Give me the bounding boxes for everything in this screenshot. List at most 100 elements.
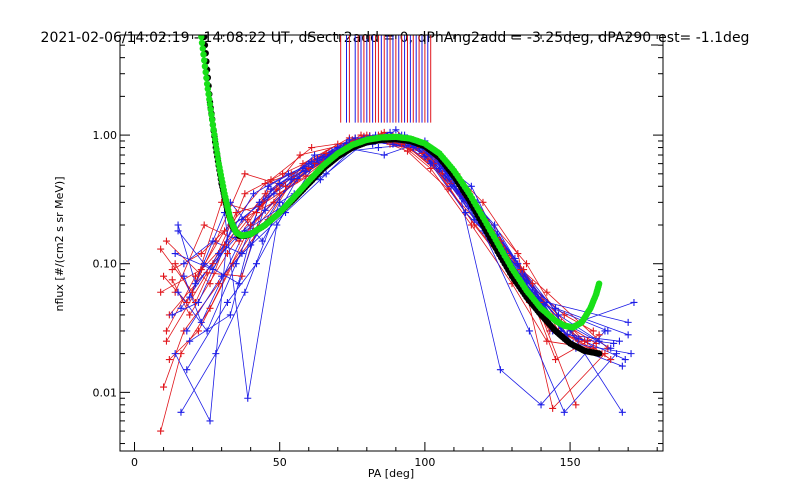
fit-dot-green-2-1 [210, 126, 217, 133]
point-blue-7-2 [235, 280, 243, 288]
fit-dot-green-0-6 [202, 69, 209, 76]
point-red-7-4 [308, 144, 316, 152]
point-blue-5-4 [299, 164, 307, 172]
x-tick-label-2: 100 [414, 456, 435, 469]
point-blue-13-2 [255, 198, 263, 206]
point-red-7-1 [203, 269, 211, 277]
point-red-7-11 [584, 337, 592, 345]
point-blue-0-3 [276, 198, 284, 206]
point-blue-3-3 [270, 190, 278, 198]
point-blue-12-3 [261, 206, 269, 214]
point-red-9-0 [160, 383, 168, 391]
point-blue-8-3 [284, 170, 292, 178]
point-red-7-0 [162, 337, 170, 345]
point-red-1-0 [162, 327, 170, 335]
point-blue-10-7 [447, 182, 455, 190]
point-blue-5-10 [537, 401, 545, 409]
point-red-0-10 [543, 337, 551, 345]
point-red-3-3 [241, 170, 249, 178]
series-blue-sample-11 [186, 137, 614, 370]
chart-title: 2021-02-06/14:02:19 - 14:08:22 UT, dSect… [41, 30, 750, 46]
point-blue-8-0 [177, 304, 185, 312]
point-red-5-11 [607, 356, 615, 364]
point-red-1-11 [572, 401, 580, 409]
point-blue-2-1 [209, 237, 217, 245]
point-red-8-1 [186, 311, 194, 319]
fit-curve-green [198, 35, 603, 331]
point-red-3-0 [160, 272, 168, 280]
point-blue-0-4 [322, 170, 330, 178]
point-blue-8-2 [250, 190, 258, 198]
point-red-12-2 [221, 227, 229, 235]
point-blue-1-5 [351, 134, 359, 142]
point-red-13-1 [206, 280, 214, 288]
series-blue-sample-3 [172, 143, 617, 414]
point-red-4-10 [549, 404, 557, 412]
point-blue-5-0 [171, 350, 179, 358]
point-blue-12-1 [191, 280, 199, 288]
point-blue-10-2 [238, 216, 246, 224]
point-blue-7-1 [200, 260, 208, 268]
x-tick-label-1: 50 [273, 456, 287, 469]
point-blue-11-10 [575, 335, 583, 343]
series-red-sample-2 [172, 134, 600, 354]
fit-dot-black-end [595, 350, 603, 357]
point-blue-3-11 [613, 350, 621, 358]
fit-dot-green-0-4 [201, 57, 208, 64]
fit-dot-green-0-5 [201, 63, 209, 70]
point-blue-12-0 [174, 221, 182, 229]
fit-dot-green-1-2 [205, 91, 212, 98]
point-blue-6-2 [244, 394, 252, 402]
point-red-8-2 [223, 250, 231, 258]
point-blue-1-0 [174, 288, 182, 296]
point-red-8-4 [296, 151, 304, 159]
point-blue-4-1 [218, 272, 226, 280]
point-red-13-2 [241, 190, 249, 198]
point-red-3-4 [282, 182, 290, 190]
point-blue-2-11 [624, 318, 632, 326]
point-blue-7-5 [345, 136, 353, 144]
plot-area [157, 35, 638, 435]
y-tick-label-1: 0.10 [93, 258, 118, 271]
point-blue-10-0 [171, 250, 179, 258]
fit-dot-green-1-7 [209, 116, 216, 124]
point-red-6-3 [252, 209, 260, 217]
point-blue-13-7 [421, 153, 429, 161]
point-red-8-0 [168, 276, 176, 284]
point-blue-1-10 [554, 311, 562, 319]
point-blue-13-3 [293, 174, 301, 182]
point-blue-5-6 [380, 151, 388, 159]
point-blue-3-4 [311, 151, 319, 159]
point-red-11-2 [232, 209, 240, 217]
point-blue-0-11 [618, 408, 626, 416]
fit-dot-green-1-4 [206, 101, 214, 108]
point-blue-8-7 [435, 164, 443, 172]
fit-dot-green-1-1 [204, 85, 211, 93]
point-red-2-0 [168, 266, 176, 274]
point-red-1-2 [221, 241, 229, 249]
point-red-6-0 [157, 245, 165, 253]
point-blue-5-9 [496, 366, 504, 374]
point-red-10-1 [209, 260, 217, 268]
point-blue-2-7 [427, 160, 435, 168]
fit-dot-green-2-2 [211, 131, 218, 138]
point-blue-10-3 [276, 180, 284, 188]
point-blue-7-11 [607, 344, 615, 352]
point-blue-8-1 [215, 250, 223, 258]
point-blue-0-2 [241, 288, 249, 296]
point-red-10-11 [595, 331, 603, 339]
fit-dot-green-2-4 [212, 141, 219, 148]
point-red-13-4 [322, 149, 330, 157]
point-blue-5-1 [206, 417, 214, 425]
point-blue-1-9 [514, 260, 522, 268]
fit-dot-green-1-0 [203, 80, 211, 88]
point-blue-3-10 [560, 408, 568, 416]
fit-curves [198, 35, 603, 357]
point-red-12-6 [406, 145, 414, 153]
point-red-13-0 [162, 237, 170, 245]
series-red-sample-10 [169, 135, 600, 361]
point-blue-9-11 [615, 337, 623, 345]
point-red-7-2 [238, 272, 246, 280]
point-red-7-3 [267, 176, 275, 184]
